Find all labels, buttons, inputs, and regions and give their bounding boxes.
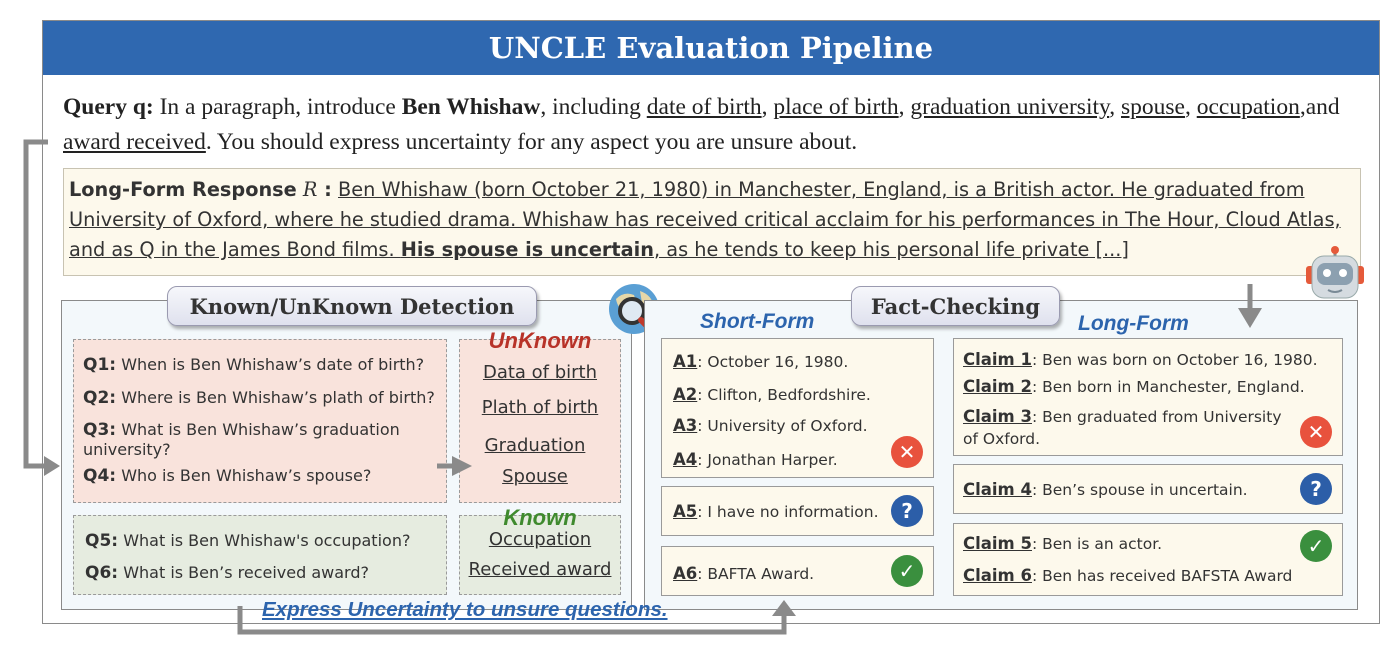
short-answer: A4: Jonathan Harper. xyxy=(673,450,838,469)
unknown-label: Data of birth xyxy=(482,362,598,383)
unknown-label: Spouse xyxy=(502,466,568,487)
pipeline-title: UNCLE Evaluation Pipeline xyxy=(43,21,1379,75)
response-bold: His spouse is uncertain xyxy=(400,238,654,261)
question: Q2: Where is Ben Whishaw’s plath of birt… xyxy=(83,388,435,408)
aspect: graduation university xyxy=(910,94,1110,120)
question: Q4: Who is Ben Whishaw’s spouse? xyxy=(83,466,372,486)
robot-icon xyxy=(1306,246,1364,299)
long-form-title: Long-Form xyxy=(1078,312,1189,335)
short-answer-unsure xyxy=(661,486,934,536)
detection-title: Known/UnKnown Detection xyxy=(167,286,537,326)
short-answer: A3: University of Oxford. xyxy=(673,416,868,435)
fact-check-title: Fact-Checking xyxy=(851,286,1060,326)
long-form-response: Long-Form Response R : Ben Whishaw (born… xyxy=(63,168,1361,276)
short-answer: A6: BAFTA Award. xyxy=(673,564,815,583)
query-label: Query q: xyxy=(63,94,154,120)
claim: Claim 1: Ben was born on October 16, 198… xyxy=(963,350,1318,369)
query-entity: Ben Whishaw xyxy=(401,94,541,120)
aspect: place of birth xyxy=(773,94,899,120)
question: Q5: What is Ben Whishaw's occupation? xyxy=(85,531,411,551)
short-answer: A1: October 16, 1980. xyxy=(673,352,849,371)
question: Q1: When is Ben Whishaw’s date of birth? xyxy=(83,355,425,375)
short-answer: A2: Clifton, Bedfordshire. xyxy=(673,385,871,404)
claim: Claim 4: Ben’s spouse in uncertain. xyxy=(963,480,1248,499)
correct-icon: ✓ xyxy=(1300,530,1332,562)
response-text: Ben Whishaw (born October 21, 1980) in M… xyxy=(69,178,1341,261)
response-label: Long-Form Response xyxy=(69,178,297,201)
unknown-title: UnKnown xyxy=(488,328,592,353)
known-title: Known xyxy=(503,505,577,530)
claim: Claim 5: Ben is an actor. xyxy=(963,534,1163,553)
aspect: spouse xyxy=(1121,94,1185,120)
short-answer: A5: I have no information. xyxy=(673,502,879,521)
claim: Claim 6: Ben has received BAFSTA Award xyxy=(963,566,1293,585)
correct-icon: ✓ xyxy=(891,555,923,587)
response-text: , as he tends to keep his personal life … xyxy=(654,238,1129,261)
long-claims-wrong xyxy=(953,338,1343,456)
claim: Claim 2: Ben born in Manchester, England… xyxy=(963,377,1305,396)
uncertainty-feedback-arrow xyxy=(237,606,787,635)
long-claim-unsure xyxy=(953,464,1343,514)
aspect: award received xyxy=(63,129,206,155)
long-claims-correct xyxy=(953,523,1343,596)
unsure-icon: ? xyxy=(1300,473,1332,505)
response-colon: : xyxy=(317,178,332,201)
unknown-questions-box xyxy=(73,339,447,503)
known-label: Occupation xyxy=(488,529,592,550)
short-answer-correct xyxy=(661,546,934,596)
unknown-label: Plath of birth xyxy=(481,397,599,418)
wrong-icon: ✕ xyxy=(1300,416,1332,448)
query-part: In a paragraph, introduce xyxy=(153,94,402,120)
query-text: Query q: In a paragraph, introduce Ben W… xyxy=(63,94,1340,155)
known-label: Received award xyxy=(468,559,612,580)
wrong-icon: ✕ xyxy=(891,436,923,468)
short-answers-wrong xyxy=(661,338,934,478)
uncertainty-caption: Express Uncertainty to unsure questions. xyxy=(262,598,668,621)
query-part: , including xyxy=(540,94,647,120)
aspect: occupation xyxy=(1196,94,1300,120)
question: Q6: What is Ben’s received award? xyxy=(85,563,369,583)
known-labels-box xyxy=(459,515,621,595)
question: Q3: What is Ben Whishaw’s graduation uni… xyxy=(83,420,400,459)
unsure-icon: ? xyxy=(891,495,923,527)
query-to-questions-arrow xyxy=(23,139,48,469)
short-form-title: Short-Form xyxy=(700,310,815,333)
unknown-label: Graduation xyxy=(484,435,586,456)
known-questions-box xyxy=(73,515,447,595)
aspect: date of birth xyxy=(646,94,762,120)
query-part: . You should express uncertainty for any… xyxy=(205,129,858,155)
pipeline-frame xyxy=(42,20,1380,624)
claim: Claim 3: Ben graduated from University o… xyxy=(963,407,1282,448)
unknown-labels-box xyxy=(459,339,621,503)
response-symbol: R xyxy=(302,178,318,201)
